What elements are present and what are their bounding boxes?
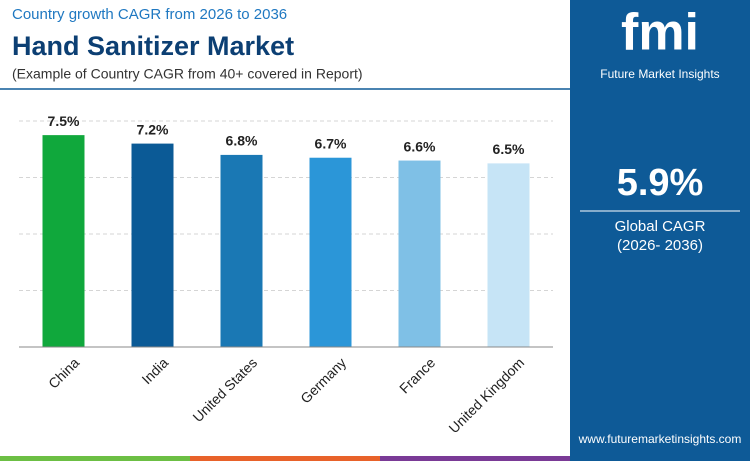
chart-subtitle: (Example of Country CAGR from 40+ covere… [12, 66, 363, 82]
value-label: 7.5% [48, 113, 80, 129]
strip-blue [570, 456, 750, 461]
brand: Future Market Insights [600, 67, 719, 81]
global-period: (2026- 2036) [617, 237, 703, 254]
value-label: 6.8% [226, 133, 258, 149]
bar [220, 154, 263, 347]
url: www.futuremarketinsights.com [578, 432, 742, 446]
side-panel [570, 0, 750, 461]
bar [398, 160, 441, 347]
logo: fmi [621, 4, 699, 62]
strip-green [0, 456, 190, 461]
bar [487, 163, 530, 347]
strip-purple [380, 456, 570, 461]
bar [131, 143, 174, 347]
value-label: 6.7% [315, 135, 347, 151]
value-label: 6.6% [404, 138, 436, 154]
global-value: 5.9% [617, 162, 704, 204]
bar [309, 157, 352, 347]
kicker: Country growth CAGR from 2026 to 2036 [12, 6, 287, 23]
strip-orange [190, 456, 380, 461]
global-label: Global CAGR [615, 218, 706, 235]
bar [42, 135, 85, 347]
value-label: 6.5% [493, 141, 525, 157]
chart-title: Hand Sanitizer Market [12, 31, 294, 61]
value-label: 7.2% [137, 121, 169, 137]
